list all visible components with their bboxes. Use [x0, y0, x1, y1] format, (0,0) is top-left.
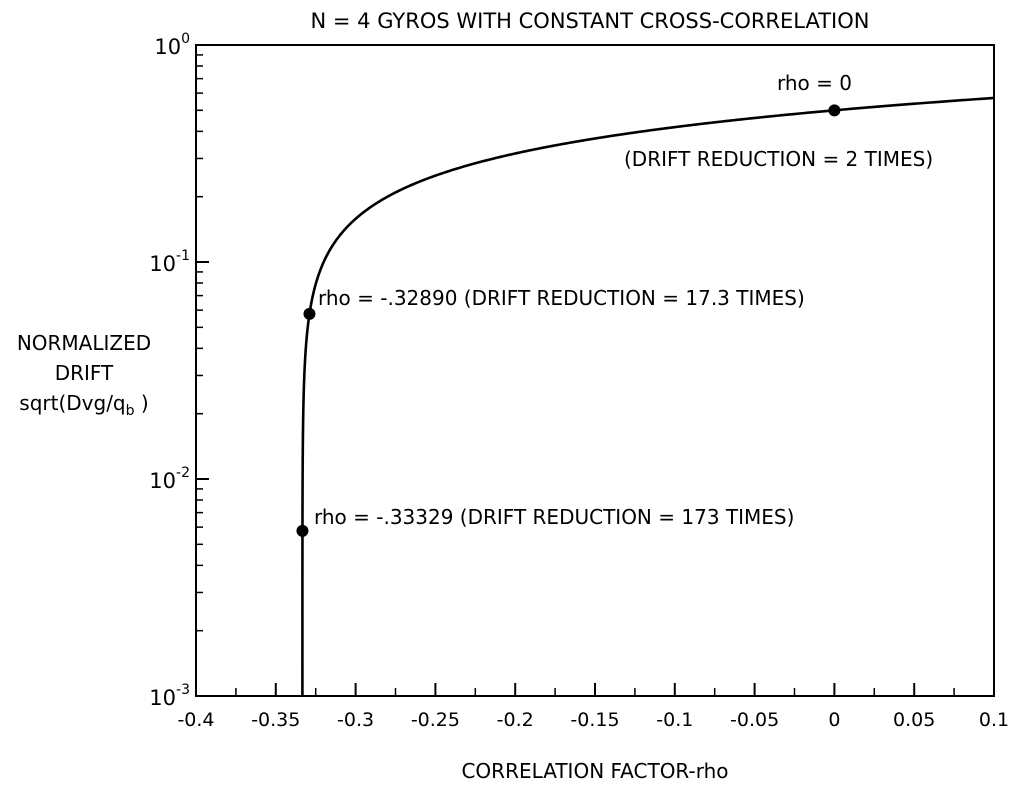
x-tick-label: 0.1: [979, 709, 1009, 731]
y-axis-label-line2: DRIFT: [55, 361, 114, 385]
x-tick-label: -0.2: [497, 709, 534, 731]
y-tick-label: 10-1: [149, 248, 190, 276]
x-axis-label: CORRELATION FACTOR-rho: [461, 759, 728, 783]
y-axis-tick-labels: 100 10-1 10-2 10-3: [149, 31, 190, 710]
data-point: [303, 307, 316, 320]
data-points: [296, 104, 841, 537]
x-tick-label: -0.25: [411, 709, 460, 731]
y-axis-label-line1: NORMALIZED: [17, 331, 151, 355]
y-axis-ticks: [196, 44, 209, 697]
x-tick-label: 0: [828, 709, 840, 731]
annotation-rho-33329: rho = -.33329 (DRIFT REDUCTION = 173 TIM…: [314, 505, 794, 529]
y-axis-label-line3: sqrt(Dvg/qb ): [19, 391, 148, 419]
x-tick-label: -0.05: [730, 709, 779, 731]
annotation-rho-32890: rho = -.32890 (DRIFT REDUCTION = 17.3 TI…: [318, 286, 805, 310]
x-tick-label: -0.1: [656, 709, 693, 731]
annotation-reduction-2: (DRIFT REDUCTION = 2 TIMES): [624, 147, 933, 171]
annotation-rho-0: rho = 0: [777, 71, 852, 95]
y-tick-label: 10-3: [149, 682, 190, 710]
y-tick-label: 10-2: [149, 465, 190, 493]
data-point: [296, 524, 309, 537]
chart-title: N = 4 GYROS WITH CONSTANT CROSS-CORRELAT…: [311, 9, 870, 33]
drift-curve: [301, 96, 995, 696]
data-point: [828, 104, 841, 117]
x-tick-label: -0.3: [337, 709, 374, 731]
x-tick-label: -0.35: [251, 709, 300, 731]
x-tick-label: 0.05: [893, 709, 935, 731]
y-tick-label: 100: [154, 31, 190, 59]
plot-frame: [195, 44, 995, 697]
x-tick-label: -0.15: [570, 709, 619, 731]
x-tick-label: -0.4: [177, 709, 214, 731]
x-axis-ticks: [195, 683, 995, 696]
x-axis-tick-labels: -0.4 -0.35 -0.3 -0.25 -0.2 -0.15 -0.1 -0.05 0 0.0…: [177, 709, 1009, 731]
